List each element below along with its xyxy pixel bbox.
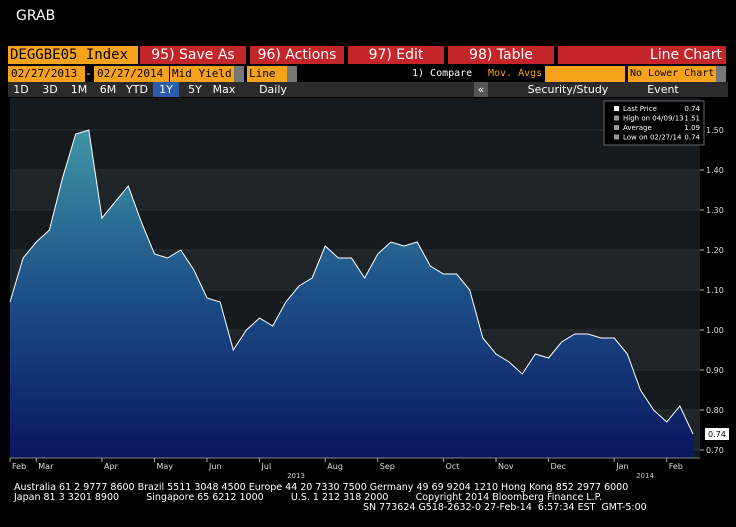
input[interactable] xyxy=(545,66,625,82)
period-button[interactable]: 1Y xyxy=(153,82,179,97)
collapse[interactable]: « xyxy=(474,82,488,97)
mov-avgs[interactable]: Mov. Avgs xyxy=(488,68,543,79)
last-value-label: 0.74 xyxy=(708,430,726,439)
footer-line: Australia 61 2 9777 8600 Brazil 5511 304… xyxy=(14,482,628,493)
dropdown[interactable] xyxy=(716,66,726,82)
legend-value: 1.09 xyxy=(684,124,700,132)
y-tick-label: 1.10 xyxy=(706,286,724,295)
x-tick-label: Nov xyxy=(498,462,514,471)
button[interactable]: 96) Actions xyxy=(250,46,344,64)
frequency[interactable]: Daily xyxy=(259,83,287,96)
legend-value: 0.74 xyxy=(684,105,700,113)
separator: - xyxy=(85,67,92,80)
year-label: 2014 xyxy=(636,472,654,480)
legend-label: High on 04/09/13 xyxy=(623,115,684,123)
period-button[interactable]: 3D xyxy=(42,83,58,96)
style[interactable]: Line xyxy=(247,66,287,82)
start-date[interactable]: 02/27/2013 xyxy=(8,66,85,82)
period-button[interactable]: 6M xyxy=(99,83,117,96)
button[interactable]: 97) Edit xyxy=(348,46,444,64)
x-tick-label: Mar xyxy=(38,462,54,471)
field[interactable]: Mid Yield xyxy=(170,66,234,82)
x-tick-label: Feb xyxy=(669,462,683,471)
compare[interactable]: 1) Compare xyxy=(412,68,473,79)
x-tick-label: Dec xyxy=(551,462,566,471)
y-tick-label: 1.00 xyxy=(706,326,724,335)
event[interactable]: Event xyxy=(647,83,679,96)
period-button[interactable]: 1M xyxy=(70,83,88,96)
line xyxy=(9,129,694,435)
x-tick-label: Jul xyxy=(261,462,272,471)
legend-icon xyxy=(614,106,619,111)
legend-icon xyxy=(614,115,619,121)
x-tick-label: Jan xyxy=(615,462,628,471)
x-tick-label: Feb xyxy=(12,462,26,471)
study[interactable]: Security/Study xyxy=(527,83,609,96)
footer-line: SN 773624 G518-2632-0 27-Feb-14 6:57:34 … xyxy=(363,502,647,513)
y-tick-label: 1.50 xyxy=(706,126,724,135)
period-bar: 1D 3D 1M 6M YTD 1Y 5Y Max Daily « Security/Study Ev… xyxy=(8,82,728,97)
y-tick-label: 1.20 xyxy=(706,246,724,255)
legend-label: Last Price xyxy=(623,105,657,113)
x-tick-label: Apr xyxy=(104,462,119,471)
ticker[interactable]: DEGGBE05 Index xyxy=(8,46,138,64)
footer-line: Japan 81 3 3201 8900 Singapore 65 6212 1… xyxy=(13,492,602,503)
y-tick-label: 1.30 xyxy=(706,206,724,215)
end-date[interactable]: 02/27/2014 xyxy=(94,66,169,82)
window-title: GRAB xyxy=(16,8,56,24)
period-button[interactable]: Max xyxy=(212,83,236,96)
legend-icon xyxy=(614,125,619,130)
y-tick-label: 0.70 xyxy=(706,446,724,455)
x-tick-label: Aug xyxy=(327,462,343,471)
x-tick-label: Oct xyxy=(445,462,459,471)
button[interactable]: 98) Table xyxy=(448,46,554,64)
period-button[interactable]: YTD xyxy=(126,83,148,96)
chart-type[interactable]: Line Chart xyxy=(558,46,726,64)
area xyxy=(10,130,693,458)
y-tick-label: 1.40 xyxy=(706,166,724,175)
x-tick-label: May xyxy=(156,462,173,471)
lower-chart[interactable]: No Lower Chart xyxy=(628,66,716,82)
y-tick-label: 0.90 xyxy=(706,366,724,375)
legend-value: 0.74 xyxy=(684,134,700,142)
last-value-box xyxy=(705,428,729,440)
year-label: 2013 xyxy=(287,472,305,480)
legend-icon xyxy=(614,134,619,140)
period-button[interactable]: 5Y xyxy=(188,83,202,96)
legend-value: 1.51 xyxy=(684,115,700,123)
legend-box xyxy=(603,100,705,146)
dropdown[interactable] xyxy=(287,66,297,82)
y-tick-label: 0.80 xyxy=(706,406,724,415)
button[interactable]: 95) Save As xyxy=(140,46,246,64)
x-tick-label: Jun xyxy=(208,462,222,471)
legend-label: Low on 02/27/14 xyxy=(623,134,682,142)
legend-label: Average xyxy=(623,124,652,132)
x-tick-label: Sep xyxy=(380,462,395,471)
dropdown[interactable] xyxy=(234,66,244,82)
period-button[interactable]: 1D xyxy=(13,83,29,96)
